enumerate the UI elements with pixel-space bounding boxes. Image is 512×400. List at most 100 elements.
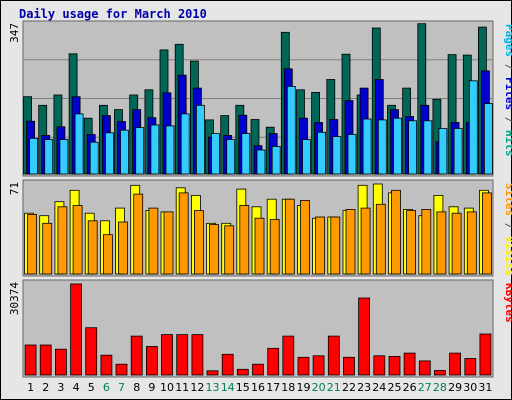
x-tick-day-9: 9 [148, 381, 155, 394]
bar-pages-day-19 [302, 139, 311, 175]
x-tick-day-13: 13 [206, 381, 220, 394]
bar-kbytes-day-26 [403, 352, 416, 376]
bar-sites-day-22 [345, 208, 356, 275]
bar-pages-day-25 [393, 117, 402, 175]
x-tick-day-4: 4 [73, 381, 80, 394]
bar-kbytes-day-20 [312, 355, 325, 376]
series-label-part: Hits [503, 130, 512, 157]
bar-pages-day-27 [423, 120, 433, 175]
bar-pages-day-12 [195, 104, 205, 175]
bar-sites-day-26 [406, 210, 417, 275]
y-axis-max-label: 30374 [8, 282, 21, 315]
bar-kbytes-day-25 [388, 355, 401, 376]
bar-kbytes-day-29 [449, 352, 462, 376]
bar-kbytes-day-8 [130, 335, 143, 376]
bar-sites-day-31 [481, 192, 492, 275]
bar-sites-day-7 [118, 221, 128, 275]
series-label-part: / [503, 57, 512, 77]
x-tick-day-29: 29 [448, 381, 462, 394]
kbytes-panel: 30374 KBytes [8, 279, 512, 378]
x-tick-day-18: 18 [281, 381, 295, 394]
bar-pages-day-2 [44, 139, 54, 175]
bar-kbytes-day-3 [55, 348, 67, 376]
x-tick-day-17: 17 [266, 381, 280, 394]
bar-sites-day-21 [330, 216, 341, 275]
bar-sites-day-12 [193, 210, 204, 275]
bar-sites-day-9 [148, 207, 159, 275]
bar-kbytes-day-2 [39, 344, 52, 376]
bar-pages-day-26 [408, 120, 418, 175]
x-tick-day-3: 3 [57, 381, 64, 394]
bar-kbytes-day-24 [373, 355, 386, 376]
x-tick-day-12: 12 [190, 381, 204, 394]
x-tick-day-11: 11 [175, 381, 189, 394]
bar-sites-day-1 [27, 213, 38, 275]
bar-pages-day-7 [120, 129, 129, 175]
bar-pages-day-4 [74, 113, 84, 175]
bar-kbytes-day-30 [464, 358, 477, 376]
bar-pages-day-1 [29, 137, 39, 175]
bar-sites-day-23 [360, 207, 371, 275]
y-axis-max-label: 71 [8, 182, 21, 195]
bar-pages-day-17 [271, 146, 281, 175]
bar-pages-day-10 [165, 125, 175, 175]
bar-pages-day-23 [362, 118, 372, 175]
chart-title: Daily usage for March 2010 [19, 7, 207, 21]
bar-kbytes-day-13 [206, 370, 219, 376]
bar-pages-day-5 [89, 141, 99, 175]
bar-kbytes-day-21 [327, 335, 340, 376]
bar-kbytes-day-9 [145, 346, 158, 376]
series-label: Sites / Visits [503, 183, 512, 276]
bar-sites-day-17 [269, 219, 280, 275]
series-label-part: Visits [503, 236, 512, 276]
series-label-part: Sites [503, 183, 512, 216]
bar-kbytes-day-11 [176, 334, 189, 376]
bar-sites-day-16 [254, 217, 265, 275]
bar-pages-day-15 [241, 133, 251, 175]
bar-kbytes-day-27 [418, 360, 431, 376]
x-tick-day-23: 23 [357, 381, 371, 394]
x-tick-day-19: 19 [297, 381, 311, 394]
sites-visits-panel: 71 Sites / Visits [8, 179, 512, 277]
series-label: KBytes [503, 283, 512, 323]
x-tick-day-2: 2 [42, 381, 49, 394]
x-tick-day-22: 22 [342, 381, 356, 394]
bar-pages-day-11 [180, 113, 190, 175]
bar-sites-day-27 [421, 208, 432, 275]
bar-kbytes-day-14 [221, 353, 234, 376]
x-tick-day-10: 10 [160, 381, 174, 394]
bar-kbytes-day-31 [479, 333, 492, 376]
bar-pages-day-14 [226, 139, 236, 175]
bar-sites-day-28 [436, 211, 447, 275]
series-label-part: KBytes [503, 283, 512, 323]
x-tick-day-20: 20 [312, 381, 326, 394]
bar-kbytes-day-10 [161, 334, 173, 376]
bar-kbytes-day-5 [85, 327, 98, 376]
x-tick-day-8: 8 [133, 381, 140, 394]
x-tick-day-15: 15 [236, 381, 250, 394]
x-tick-day-26: 26 [403, 381, 417, 394]
bar-sites-day-30 [466, 211, 477, 275]
x-tick-day-28: 28 [433, 381, 447, 394]
x-tick-day-21: 21 [327, 381, 341, 394]
bar-pages-day-29 [453, 128, 463, 175]
x-tick-day-24: 24 [372, 381, 386, 394]
bar-sites-day-5 [87, 220, 98, 275]
bar-kbytes-day-12 [191, 334, 204, 376]
bar-pages-day-8 [135, 127, 145, 175]
bar-pages-day-24 [377, 119, 387, 175]
bar-pages-day-16 [256, 149, 266, 175]
chart-panels: 347 Pages / Files / Hits 71 Sites / Visits 3… [8, 20, 512, 378]
x-tick-day-5: 5 [88, 381, 95, 394]
bar-kbytes-day-28 [433, 370, 446, 376]
bar-pages-day-6 [105, 132, 114, 175]
bar-sites-day-11 [178, 192, 189, 275]
hits-files-pages-panel: 347 Pages / Files / Hits [8, 20, 512, 177]
x-tick-day-16: 16 [251, 381, 265, 394]
bar-sites-day-13 [209, 224, 219, 275]
bar-pages-day-31 [483, 103, 493, 175]
series-label-part: / [503, 110, 512, 130]
bar-kbytes-day-23 [358, 297, 371, 376]
bar-sites-day-10 [163, 211, 174, 275]
